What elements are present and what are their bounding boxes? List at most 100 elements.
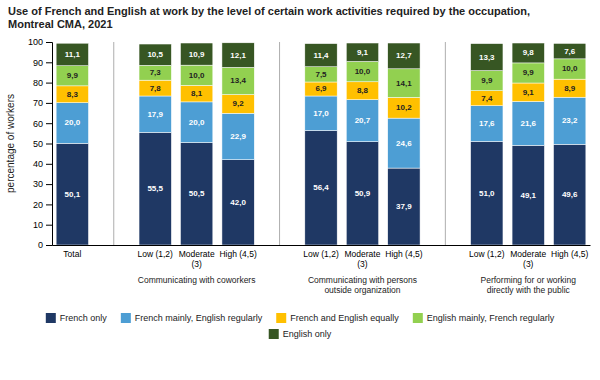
data-label: 9,1 <box>523 88 535 97</box>
legend-label: English mainly, French regularly <box>427 313 555 323</box>
y-tick: 20 <box>33 200 52 210</box>
legend-swatch <box>46 313 56 323</box>
y-tick-label: 0 <box>38 240 43 250</box>
y-tick: 80 <box>33 78 52 88</box>
group-label: Performing for or workingdirectly with t… <box>481 275 577 295</box>
bar-segment <box>512 63 544 83</box>
x-tick: Moderate(3) <box>179 249 215 269</box>
x-tick: Low (1,2) <box>469 249 505 259</box>
x-tick: Total <box>63 249 81 259</box>
data-label: 9,1 <box>357 48 369 57</box>
series <box>56 96 586 168</box>
data-label: 8,9 <box>564 84 576 93</box>
data-label: 7,4 <box>481 94 493 103</box>
data-label: 17,9 <box>147 110 163 119</box>
bar-segment <box>471 91 503 106</box>
data-label: 9,8 <box>523 48 535 57</box>
y-tick-mark <box>46 144 52 145</box>
bar-segment <box>305 131 337 245</box>
legend-item: French only <box>46 313 108 323</box>
bar-segment <box>56 43 88 66</box>
bar-segment <box>180 65 212 85</box>
data-label: 9,9 <box>67 71 79 80</box>
data-label: 8,3 <box>67 90 79 99</box>
data-label: 9,9 <box>523 68 535 77</box>
bar-segment <box>180 85 212 101</box>
bar-segment <box>180 43 212 65</box>
x-axis-line <box>53 245 591 246</box>
bar-segment <box>554 79 586 97</box>
bar-segment <box>512 83 544 101</box>
separator <box>279 42 280 245</box>
data-label: 55,5 <box>147 184 163 193</box>
x-tick-label: Low (1,2) <box>137 249 173 259</box>
bar-segment <box>180 102 212 143</box>
bar-segment <box>222 67 254 94</box>
y-tick: 50 <box>33 139 52 149</box>
data-label: 7,6 <box>564 47 576 56</box>
bar-segment <box>305 96 337 131</box>
data-label: 50,9 <box>355 189 371 198</box>
y-tick-mark <box>46 103 52 104</box>
bar-segment <box>512 43 544 63</box>
data-label: 51,0 <box>479 189 495 198</box>
chart: Use of French and English at work by the… <box>0 0 600 380</box>
data-label: 42,0 <box>230 198 246 207</box>
bar-segment <box>56 66 88 86</box>
x-tick-label: Moderate(3) <box>510 249 546 269</box>
bar-segment <box>388 69 420 98</box>
bar-segment <box>388 118 420 168</box>
x-tick: Moderate(3) <box>510 249 546 269</box>
bars <box>56 43 586 245</box>
data-label: 11,4 <box>313 51 329 60</box>
y-tick: 70 <box>33 98 52 108</box>
legend-label: English only <box>283 329 332 339</box>
data-labels: 50,155,550,542,056,450,937,951,049,149,6… <box>65 47 579 211</box>
x-tick-label: Low (1,2) <box>303 249 339 259</box>
data-label: 10,2 <box>396 103 412 112</box>
x-tick-label: Total <box>63 249 81 259</box>
title: Use of French and English at work by the… <box>8 5 530 30</box>
bar-segment <box>139 44 171 65</box>
x-tick: High (4,5) <box>385 249 422 259</box>
data-label: 50,1 <box>65 190 81 199</box>
x-tick-label: Low (1,2) <box>469 249 505 259</box>
chart-container: Use of French and English at work by the… <box>0 0 600 380</box>
bar-segment <box>512 145 544 245</box>
bar-segment <box>512 101 544 145</box>
data-label: 23,2 <box>562 116 578 125</box>
bar-segment <box>471 141 503 245</box>
x-tick: Low (1,2) <box>137 249 173 259</box>
y-tick-mark <box>46 245 52 246</box>
bar-segment <box>554 43 586 58</box>
bar-segment <box>305 44 337 67</box>
bar-segment <box>56 86 88 103</box>
data-label: 21,6 <box>520 119 536 128</box>
bar-segment <box>554 97 586 144</box>
x-tick: High (4,5) <box>219 249 256 259</box>
x-axis: Total Low (1,2) Moderate(3) High (4,5) Low (… <box>53 246 591 269</box>
data-label: 9,2 <box>233 99 245 108</box>
data-label: 50,5 <box>189 189 205 198</box>
data-label: 49,6 <box>562 190 578 199</box>
bar-segment <box>305 67 337 82</box>
y-tick-label: 60 <box>33 119 43 129</box>
data-label: 7,8 <box>150 84 162 93</box>
legend-item: French and English equally <box>276 313 399 323</box>
x-tick: Moderate(3) <box>344 249 380 269</box>
bar-segment <box>346 142 378 245</box>
bar-segment <box>222 160 254 245</box>
y-tick-label: 20 <box>33 200 43 210</box>
data-label: 20,7 <box>355 116 371 125</box>
bar-segment <box>554 144 586 245</box>
y-tick: 100 <box>28 37 52 47</box>
y-axis: 0102030405060708090100 <box>28 37 53 250</box>
legend-swatch <box>269 329 279 339</box>
data-label: 11,1 <box>65 50 81 59</box>
bar-segment <box>346 61 378 81</box>
y-tick-mark <box>46 42 52 43</box>
y-tick-mark <box>46 62 52 63</box>
y-tick: 90 <box>33 58 52 68</box>
bar-segment <box>471 44 503 71</box>
data-label: 10,0 <box>562 64 578 73</box>
